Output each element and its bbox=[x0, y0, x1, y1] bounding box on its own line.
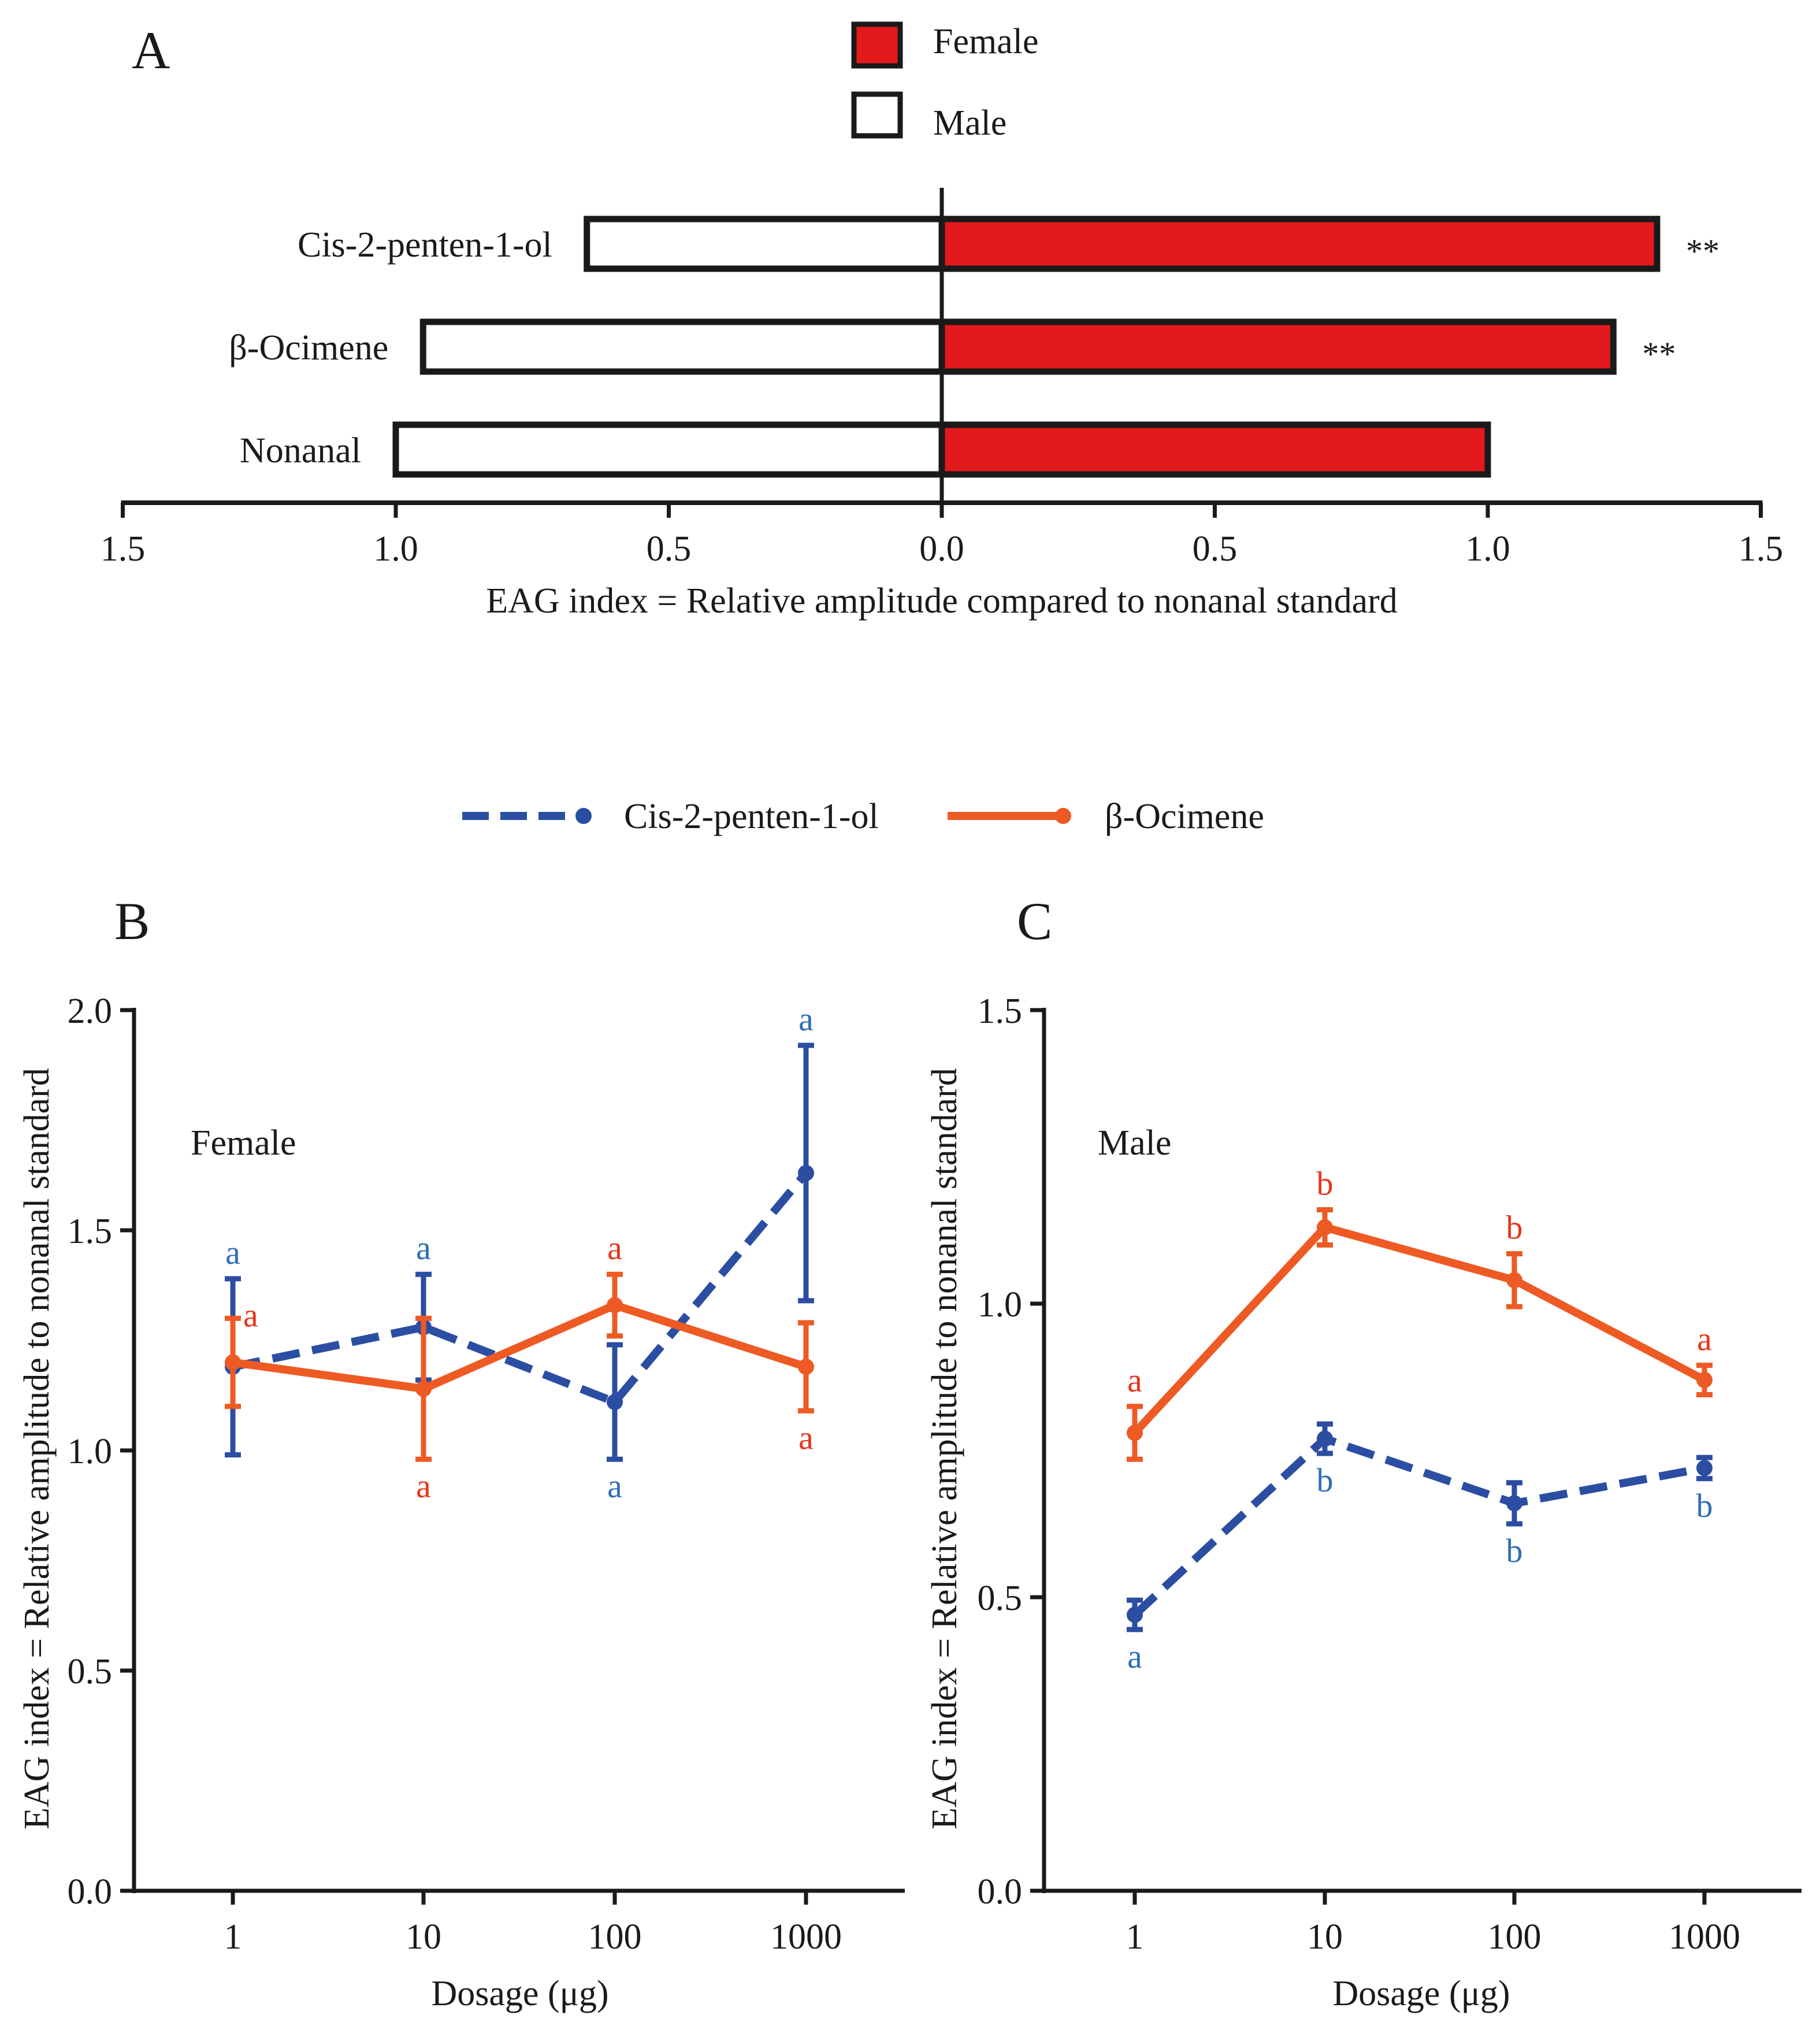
significance-letter: b bbox=[1317, 1461, 1334, 1499]
significance-letter: a bbox=[243, 1297, 258, 1334]
y-tick-label: 1.5 bbox=[68, 1212, 113, 1251]
y-tick-label: 0.5 bbox=[68, 1652, 113, 1691]
data-point-cis bbox=[1127, 1606, 1143, 1623]
x-tick-label: 10 bbox=[406, 1917, 441, 1957]
legend-label-female: Female bbox=[933, 22, 1039, 61]
x-tick-label: 100 bbox=[1488, 1917, 1542, 1957]
x-tick-label: 100 bbox=[588, 1917, 642, 1957]
x-tick-label: 1.5 bbox=[1739, 529, 1784, 569]
significance-letter: b bbox=[1696, 1487, 1713, 1524]
y-tick-label: 0.0 bbox=[978, 1872, 1023, 1912]
panel-letter-c: C bbox=[1017, 892, 1052, 951]
data-point-ocimene bbox=[607, 1297, 623, 1313]
significance-letter: a bbox=[416, 1467, 431, 1505]
bar-male bbox=[392, 421, 945, 478]
category-label: Cis-2-penten-1-ol bbox=[298, 225, 552, 265]
y-tick-label: 0.0 bbox=[68, 1872, 113, 1912]
series-line-ocimene bbox=[1131, 1223, 1707, 1436]
data-point-ocimene bbox=[415, 1381, 432, 1397]
bar-male bbox=[419, 318, 945, 375]
x-tick-label: 0.5 bbox=[1193, 529, 1238, 569]
significance-marker: ** bbox=[1642, 335, 1676, 373]
legend-marker-cis bbox=[575, 808, 592, 824]
significance-letter: a bbox=[416, 1229, 431, 1267]
data-point-ocimene bbox=[1317, 1219, 1333, 1235]
panel-a-bar-chart: 1.5 1.0 0.5 0.0 0.5 1.0 1.5 Cis-2-penten-1-ol **… bbox=[101, 188, 1784, 569]
legend-label-male: Male bbox=[933, 103, 1006, 143]
y-tick-label: 0.5 bbox=[978, 1579, 1023, 1618]
category-label: Nonanal bbox=[240, 431, 361, 470]
panel-b-y-axis-title: EAG index = Relative amplitude to nonana… bbox=[17, 1068, 57, 1830]
data-point-cis bbox=[607, 1394, 623, 1411]
significance-letter: a bbox=[798, 1419, 814, 1456]
bar-female bbox=[938, 216, 1661, 272]
legend-label-cis: Cis-2-penten-1-ol bbox=[624, 797, 879, 836]
y-tick-label: 1.0 bbox=[978, 1285, 1023, 1324]
y-tick-label: 1.5 bbox=[978, 992, 1023, 1031]
significance-letter: a bbox=[1697, 1320, 1712, 1358]
legend-panel-a: Female Male bbox=[851, 21, 1039, 143]
data-point-ocimene bbox=[798, 1359, 814, 1375]
data-point-ocimene bbox=[225, 1354, 241, 1371]
x-tick-label: 1 bbox=[1126, 1917, 1144, 1957]
significance-letter: a bbox=[798, 1000, 814, 1038]
panel-c-y-axis-title: EAG index = Relative amplitude to nonana… bbox=[925, 1068, 964, 1830]
x-tick-label: 1.0 bbox=[373, 529, 418, 569]
significance-letter: a bbox=[225, 1234, 240, 1271]
x-tick-label: 10 bbox=[1307, 1917, 1343, 1957]
series-line-cis bbox=[1132, 1434, 1706, 1618]
category-label: β-Ocimene bbox=[229, 328, 388, 368]
significance-letter: b bbox=[1506, 1209, 1523, 1246]
significance-letter: a bbox=[607, 1229, 622, 1267]
significance-marker: ** bbox=[1686, 232, 1719, 270]
data-point-cis bbox=[1506, 1495, 1522, 1512]
panel-c-line-chart: 0.0 0.5 1.0 1.5 1 10 100 1000 a b b b a b b a bbox=[978, 992, 1802, 1957]
legend-swatch-female bbox=[851, 21, 903, 69]
panel-c-x-axis-title: Dosage (μg) bbox=[1333, 1974, 1510, 2013]
legend-swatch-male bbox=[851, 91, 903, 139]
panel-a-x-axis-title: EAG index = Relative amplitude compared … bbox=[486, 581, 1398, 621]
y-tick-label: 2.0 bbox=[68, 992, 113, 1031]
panel-letter-b: B bbox=[114, 892, 150, 951]
x-tick-label: 1000 bbox=[770, 1917, 842, 1957]
significance-letter: b bbox=[1317, 1164, 1334, 1202]
legend-line-series: Cis-2-penten-1-ol β-Ocimene bbox=[462, 797, 1264, 836]
bar-male bbox=[584, 216, 945, 272]
data-point-cis bbox=[1317, 1430, 1333, 1447]
data-point-ocimene bbox=[1696, 1372, 1713, 1389]
series-line-cis bbox=[232, 1170, 809, 1407]
panel-letter-a: A bbox=[132, 21, 170, 80]
x-tick-label: 0.0 bbox=[919, 529, 964, 569]
bar-female bbox=[938, 318, 1617, 375]
bar-female bbox=[938, 421, 1491, 478]
x-tick-label: 1.0 bbox=[1465, 529, 1510, 569]
series-line-ocimene bbox=[232, 1301, 808, 1393]
significance-letter: a bbox=[1127, 1361, 1142, 1399]
data-point-ocimene bbox=[1506, 1272, 1522, 1289]
significance-letter: a bbox=[1127, 1638, 1142, 1675]
data-point-cis bbox=[1696, 1460, 1713, 1476]
x-tick-label: 0.5 bbox=[647, 529, 692, 569]
legend-marker-ocimene bbox=[1055, 808, 1071, 824]
data-point-ocimene bbox=[1127, 1424, 1143, 1441]
y-tick-label: 1.0 bbox=[68, 1432, 113, 1471]
x-tick-label: 1 bbox=[224, 1917, 242, 1957]
x-tick-label: 1.5 bbox=[101, 529, 146, 569]
legend-label-ocimene: β-Ocimene bbox=[1105, 797, 1264, 836]
x-tick-label: 1000 bbox=[1669, 1917, 1740, 1957]
panel-b-title: Female bbox=[191, 1123, 296, 1163]
panel-b-x-axis-title: Dosage (μg) bbox=[432, 1974, 609, 2013]
significance-letter: a bbox=[607, 1467, 622, 1505]
panel-c-title: Male bbox=[1098, 1123, 1171, 1163]
data-point-cis bbox=[798, 1164, 814, 1181]
significance-letter: b bbox=[1506, 1532, 1523, 1569]
